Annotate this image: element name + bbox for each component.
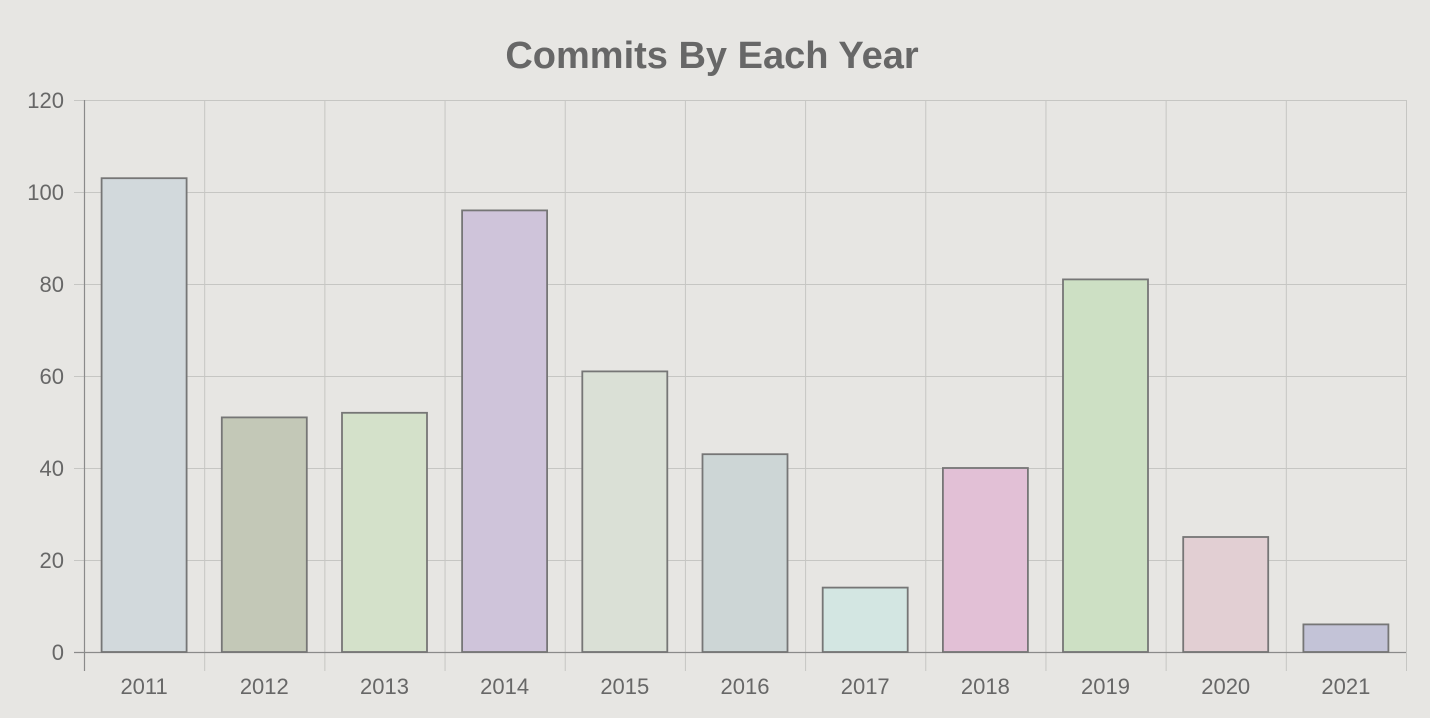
bar-2012[interactable]: [220, 416, 308, 653]
bar-2017[interactable]: [821, 586, 909, 653]
x-tick-label: 2017: [841, 674, 890, 699]
x-tick-label: 2011: [120, 674, 167, 699]
bar-2019[interactable]: [1062, 278, 1149, 653]
bar-2014[interactable]: [461, 209, 549, 653]
grid-lines: [74, 100, 1407, 671]
x-tick-label: 2014: [480, 674, 529, 699]
bar-2011[interactable]: [100, 177, 188, 653]
y-tick-label: 60: [40, 364, 64, 389]
x-tick-label: 2012: [240, 674, 289, 699]
chart-title: Commits By Each Year: [505, 35, 918, 77]
bar-2013[interactable]: [341, 411, 428, 653]
x-tick-label: 2016: [721, 674, 770, 699]
x-tick-label: 2018: [961, 674, 1010, 699]
x-tick-labels: 2011 2012 2013 2014 2015 2016 2017 2018 2019 2020…: [120, 674, 1370, 699]
x-tick-label: 2021: [1321, 674, 1370, 699]
x-tick-label: 2020: [1201, 674, 1250, 699]
y-tick-label: 40: [40, 456, 64, 481]
y-tick-label: 120: [27, 88, 64, 113]
y-tick-labels: 0 20 40 60 80 100 120: [27, 88, 64, 665]
y-tick-label: 0: [52, 640, 64, 665]
bars: [100, 177, 1390, 653]
bar-2020[interactable]: [1182, 536, 1270, 653]
bar-2018[interactable]: [942, 467, 1029, 653]
y-tick-label: 100: [27, 180, 64, 205]
bar-2021[interactable]: [1302, 623, 1390, 653]
bar-2016[interactable]: [701, 453, 789, 653]
x-tick-label: 2019: [1081, 674, 1130, 699]
x-tick-label: 2013: [360, 674, 409, 699]
bar-2015[interactable]: [581, 370, 669, 653]
x-tick-label: 2015: [600, 674, 649, 699]
y-tick-label: 20: [40, 548, 64, 573]
y-tick-label: 80: [40, 272, 64, 297]
